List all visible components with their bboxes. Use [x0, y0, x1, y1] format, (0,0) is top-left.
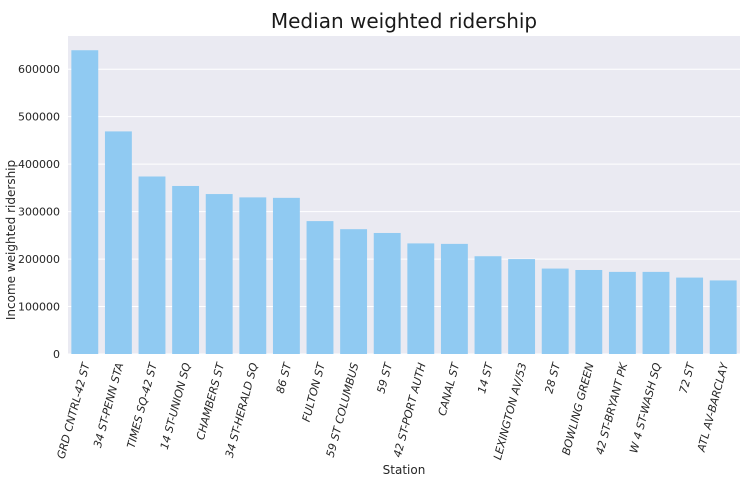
x-tick-label: 59 ST [374, 360, 395, 395]
x-tick-label: GRD CNTRL-42 ST [55, 360, 93, 460]
bar [642, 271, 670, 354]
bar [205, 194, 233, 354]
x-tick-label: 42 ST-BRYANT PK [593, 361, 630, 456]
x-tick-label: 86 ST [274, 360, 295, 395]
x-axis-label: Station [383, 463, 426, 477]
y-tick-label: 500000 [18, 111, 60, 124]
x-tick-label: BOWLING GREEN [560, 361, 597, 456]
bar [407, 243, 435, 354]
bar [608, 271, 636, 354]
bar [676, 277, 704, 354]
bar [709, 280, 737, 354]
bar [373, 232, 401, 354]
bars [71, 50, 737, 355]
bar [474, 256, 502, 354]
bar [440, 243, 468, 354]
y-tick-label: 300000 [18, 206, 60, 219]
x-tick-label: 34 ST-HERALD SQ [223, 361, 261, 459]
x-tick-label: 34 ST-PENN STA [91, 361, 126, 449]
x-tick-label: W 4 ST-WASH SQ [627, 361, 664, 455]
bar [575, 269, 603, 354]
x-tick-label: 14 ST-UNION SQ [158, 361, 194, 451]
y-tick-label: 0 [53, 348, 60, 361]
x-tick-label: 28 ST [542, 360, 563, 395]
x-tick-label: 14 ST [475, 360, 496, 395]
bar [541, 268, 569, 354]
bar [71, 50, 99, 355]
y-axis-label: Income weighted ridership [4, 160, 18, 320]
x-tick-label: TIMES SQ-42 ST [125, 360, 161, 449]
y-tick-label: 200000 [18, 253, 60, 266]
x-tick-label: 59 ST COLUMBUS [324, 361, 362, 458]
bar [272, 197, 300, 354]
x-tick-label: CANAL ST [436, 360, 463, 417]
y-tick-label: 400000 [18, 158, 60, 171]
bar [172, 185, 200, 354]
x-tick-label: 72 ST [677, 360, 698, 395]
y-tick-label: 600000 [18, 63, 60, 76]
bar [508, 259, 536, 354]
x-tick-label: FULTON ST [300, 360, 329, 423]
bar [104, 131, 132, 354]
chart-title: Median weighted ridership [271, 9, 537, 33]
bar [138, 176, 166, 354]
bar [340, 229, 368, 354]
bar [239, 197, 267, 354]
x-tick-label: LEXINGTON AV/53 [491, 361, 529, 461]
x-tick-label: 42 ST-PORT AUTH [391, 361, 429, 458]
y-axis-ticks: 0 100000 200000 300000 400000 500000 600000 [18, 63, 60, 361]
x-tick-label: CHAMBERS ST [194, 360, 227, 441]
x-tick-label: ATL AV-BARCLAY [695, 360, 732, 454]
bar [306, 221, 334, 354]
y-tick-label: 100000 [18, 301, 60, 314]
